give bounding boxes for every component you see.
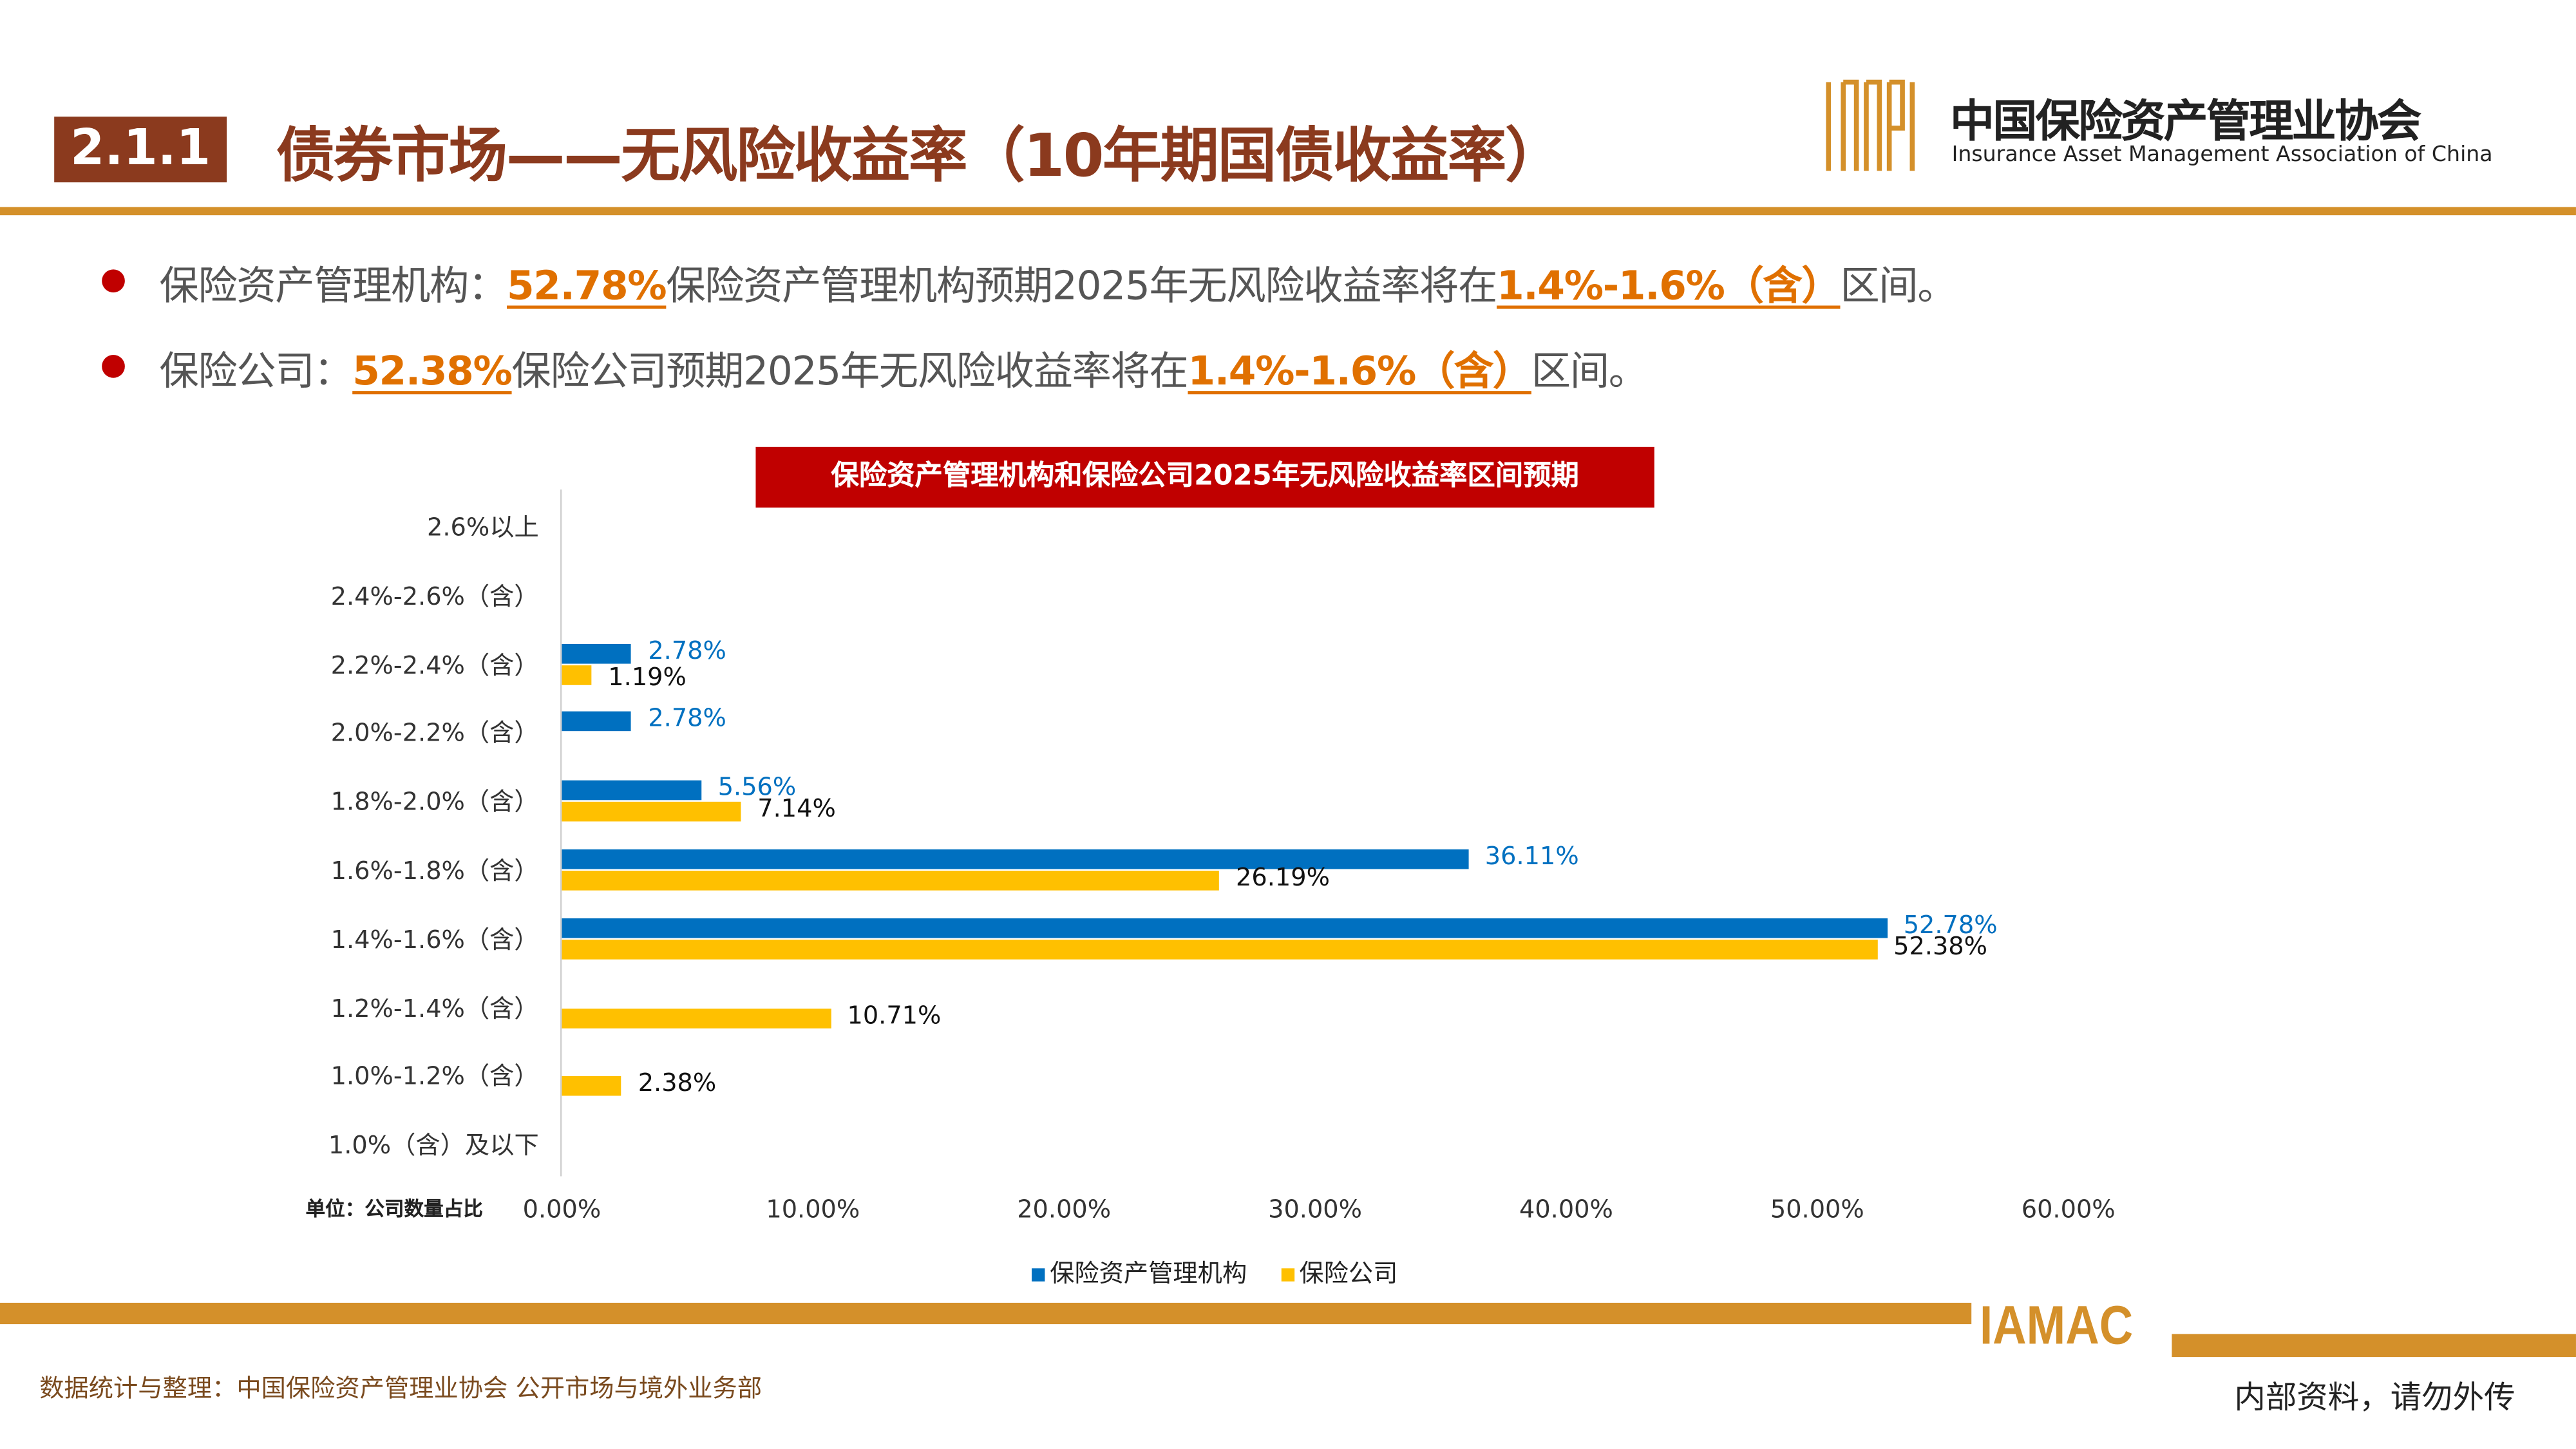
highlight-percent: 52.78% xyxy=(506,263,667,309)
data-label: 2.78% xyxy=(648,635,726,665)
data-label: 10.71% xyxy=(847,999,942,1030)
data-label: 26.19% xyxy=(1236,862,1330,893)
bullet-text-2: 保险公司：52.38%保险公司预期2025年无风险收益率将在1.4%-1.6%（… xyxy=(159,339,1648,396)
x-tick-label: 10.00% xyxy=(766,1194,860,1224)
footer-band-right xyxy=(2172,1334,2576,1358)
section-number: 2.1.1 xyxy=(54,117,227,183)
legend-swatch-blue xyxy=(1032,1267,1045,1281)
data-label: 52.38% xyxy=(1893,931,1988,961)
data-label: 2.38% xyxy=(638,1068,717,1099)
bar-blue xyxy=(562,712,632,732)
bar-yellow xyxy=(562,1076,622,1097)
unit-label: 单位：公司数量占比 xyxy=(305,1197,484,1221)
bullet-icon xyxy=(102,269,125,293)
data-label: 52.78% xyxy=(1903,909,1998,940)
header-divider xyxy=(0,207,2576,216)
y-axis-line xyxy=(560,489,562,1177)
category-label: 1.0%-1.2%（含） xyxy=(330,1061,539,1092)
org-name-cn: 中国保险资产管理业协会 xyxy=(1950,97,2421,148)
bar-blue xyxy=(562,849,1469,869)
iamac-logo-icon xyxy=(1826,79,1915,171)
text: 保险公司预期2025年无风险收益率将在 xyxy=(511,348,1189,395)
legend-swatch-yellow xyxy=(1281,1267,1294,1281)
bullet-text-1: 保险资产管理机构：52.78%保险资产管理机构预期2025年无风险收益率将在1.… xyxy=(159,253,1956,310)
category-label: 1.4%-1.6%（含） xyxy=(330,924,539,954)
confidential-notice: 内部资料，请勿外传 xyxy=(2234,1379,2515,1416)
category-label: 2.4%-2.6%（含） xyxy=(330,581,539,611)
legend: 保险资产管理机构 保险公司 xyxy=(1032,1255,1397,1290)
label: 保险资产管理机构： xyxy=(159,263,507,309)
highlight-range: 1.4%-1.6%（含） xyxy=(1497,263,1841,309)
chart-title: 保险资产管理机构和保险公司2025年无风险收益率区间预期 xyxy=(755,446,1654,508)
bar-blue xyxy=(562,918,1888,938)
bar-blue xyxy=(562,643,632,663)
bar-yellow xyxy=(562,802,741,822)
highlight-range: 1.4%-1.6%（含） xyxy=(1188,348,1532,395)
x-tick-label: 40.00% xyxy=(1519,1194,1613,1224)
category-label: 1.8%-2.0%（含） xyxy=(330,787,539,817)
x-tick-label: 60.00% xyxy=(2021,1194,2116,1224)
data-label: 7.14% xyxy=(757,793,836,824)
org-name-en: Insurance Asset Management Association o… xyxy=(1951,142,2493,168)
x-tick-label: 0.00% xyxy=(522,1194,601,1224)
text: 区间。 xyxy=(1531,348,1648,395)
data-label: 1.19% xyxy=(608,661,687,691)
page-title: 债券市场——无风险收益率（10年期国债收益率） xyxy=(276,123,1564,191)
footer-band xyxy=(0,1302,1972,1325)
bar-yellow xyxy=(562,939,1877,960)
category-label: 2.0%-2.2%（含） xyxy=(330,718,539,748)
data-label: 2.78% xyxy=(648,703,726,734)
category-label: 2.2%-2.4%（含） xyxy=(330,650,539,680)
data-label: 36.11% xyxy=(1484,841,1579,871)
iamac-footer-logo: IAMAC xyxy=(1979,1296,2134,1357)
x-tick-label: 50.00% xyxy=(1770,1194,1864,1224)
category-label: 1.2%-1.4%（含） xyxy=(330,993,539,1023)
bar-blue xyxy=(562,781,702,800)
bar-yellow xyxy=(562,665,592,685)
source-note: 数据统计与整理：中国保险资产管理业协会 公开市场与境外业务部 xyxy=(39,1373,762,1403)
x-tick-label: 20.00% xyxy=(1017,1194,1112,1224)
bar-yellow xyxy=(562,871,1220,891)
category-label: 1.6%-1.8%（含） xyxy=(330,856,539,886)
category-label: 2.6%以上 xyxy=(426,512,539,542)
text: 区间。 xyxy=(1840,263,1956,309)
bullet-icon xyxy=(102,355,125,378)
text: 保险资产管理机构预期2025年无风险收益率将在 xyxy=(666,263,1497,309)
label: 保险公司： xyxy=(159,348,353,395)
x-tick-label: 30.00% xyxy=(1268,1194,1363,1224)
data-label: 5.56% xyxy=(717,772,797,802)
legend-label: 保险公司 xyxy=(1299,1258,1398,1288)
highlight-percent: 52.38% xyxy=(352,348,513,395)
bar-yellow xyxy=(562,1008,831,1028)
category-label: 1.0%（含）及以下 xyxy=(328,1130,539,1160)
legend-label: 保险资产管理机构 xyxy=(1050,1258,1247,1288)
